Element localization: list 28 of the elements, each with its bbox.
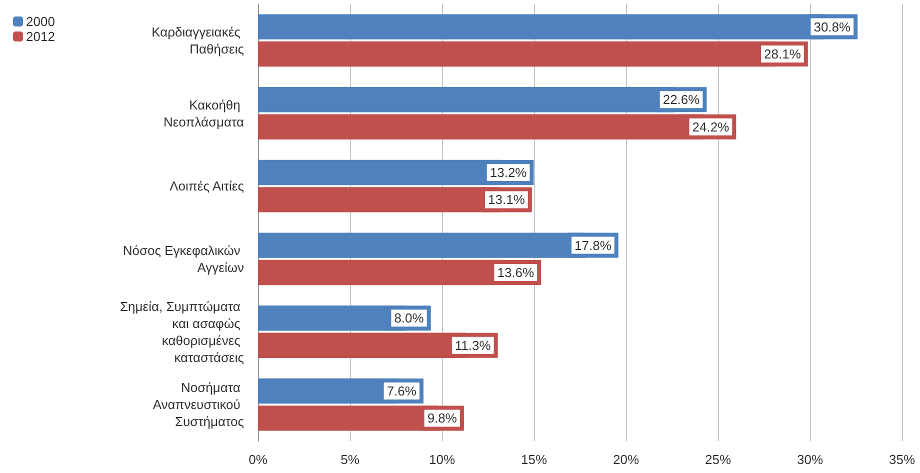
data-label: 8.0% [394, 310, 424, 326]
data-label: 30.8% [814, 19, 852, 34]
y-tick-label: Καρδιαγγειακές Παθήσεις [152, 24, 244, 56]
data-label: 9.8% [427, 410, 458, 426]
x-tick-label: 10% [428, 452, 456, 467]
x-tick-label: 30% [796, 452, 824, 467]
y-tick-label: Κακοήθη Νεοπλάσματα [163, 97, 244, 130]
y-tick-label: Νοσήματα Αναπνευστικού Συστήματος [152, 380, 244, 430]
data-label: 13.6% [497, 265, 535, 280]
data-label: 13.2% [490, 164, 528, 180]
x-tick-label: 20% [612, 452, 640, 467]
x-tick-label: 0% [248, 452, 268, 467]
y-tick-label: Σημεία, Συμπτώματα και ασαφώς καθορισμένες καταστάσεις [120, 298, 244, 365]
x-tick-label: 25% [704, 452, 732, 467]
data-label: 22.6% [662, 92, 700, 108]
data-label: 13.1% [488, 192, 526, 208]
data-label: 11.3% [454, 338, 492, 353]
y-tick-label: Λοιπές Αιτίες [170, 178, 244, 194]
x-tick-label: 5% [340, 452, 360, 467]
x-tick-label: 35% [888, 452, 916, 467]
legend-label: 2012 [26, 29, 55, 44]
data-label: 24.2% [692, 119, 730, 134]
data-label: 17.8% [574, 238, 612, 253]
legend-label: 2000 [26, 14, 55, 29]
data-label: 28.1% [764, 46, 802, 62]
data-label: 7.6% [386, 383, 417, 398]
x-tick-label: 15% [520, 452, 548, 467]
y-tick-label: Νόσος Εγκεφαλικών Αγγείων [122, 242, 244, 275]
